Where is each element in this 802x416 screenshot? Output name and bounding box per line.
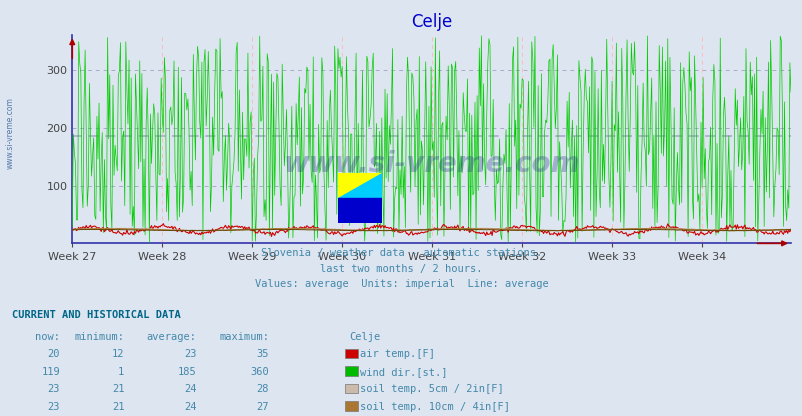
Text: 28: 28 <box>256 384 269 394</box>
Text: 21: 21 <box>111 402 124 412</box>
Text: Values: average  Units: imperial  Line: average: Values: average Units: imperial Line: av… <box>254 280 548 290</box>
Text: 360: 360 <box>250 367 269 377</box>
Text: now:: now: <box>35 332 60 342</box>
Text: 23: 23 <box>47 384 60 394</box>
Polygon shape <box>338 173 382 198</box>
Text: maximum:: maximum: <box>219 332 269 342</box>
Text: 185: 185 <box>178 367 196 377</box>
Text: 1: 1 <box>118 367 124 377</box>
Text: 27: 27 <box>256 402 269 412</box>
Polygon shape <box>338 198 382 223</box>
Text: www.si-vreme.com: www.si-vreme.com <box>283 150 579 178</box>
Text: minimum:: minimum: <box>75 332 124 342</box>
Text: soil temp. 5cm / 2in[F]: soil temp. 5cm / 2in[F] <box>359 384 503 394</box>
Polygon shape <box>338 173 382 198</box>
Text: wind dir.[st.]: wind dir.[st.] <box>359 367 447 377</box>
Text: last two months / 2 hours.: last two months / 2 hours. <box>320 264 482 274</box>
Text: 21: 21 <box>111 384 124 394</box>
Text: 20: 20 <box>47 349 60 359</box>
Text: Celje: Celje <box>349 332 380 342</box>
Text: average:: average: <box>147 332 196 342</box>
Text: CURRENT AND HISTORICAL DATA: CURRENT AND HISTORICAL DATA <box>12 310 180 320</box>
Text: 24: 24 <box>184 402 196 412</box>
Title: Celje: Celje <box>411 13 452 31</box>
Text: www.si-vreme.com: www.si-vreme.com <box>6 97 15 169</box>
Text: Slovenia / weather data - automatic stations.: Slovenia / weather data - automatic stat… <box>261 248 541 258</box>
Text: 24: 24 <box>184 384 196 394</box>
Text: 35: 35 <box>256 349 269 359</box>
Text: 12: 12 <box>111 349 124 359</box>
Text: air temp.[F]: air temp.[F] <box>359 349 434 359</box>
Text: 23: 23 <box>184 349 196 359</box>
Text: soil temp. 10cm / 4in[F]: soil temp. 10cm / 4in[F] <box>359 402 509 412</box>
Text: 23: 23 <box>47 402 60 412</box>
Text: 119: 119 <box>42 367 60 377</box>
